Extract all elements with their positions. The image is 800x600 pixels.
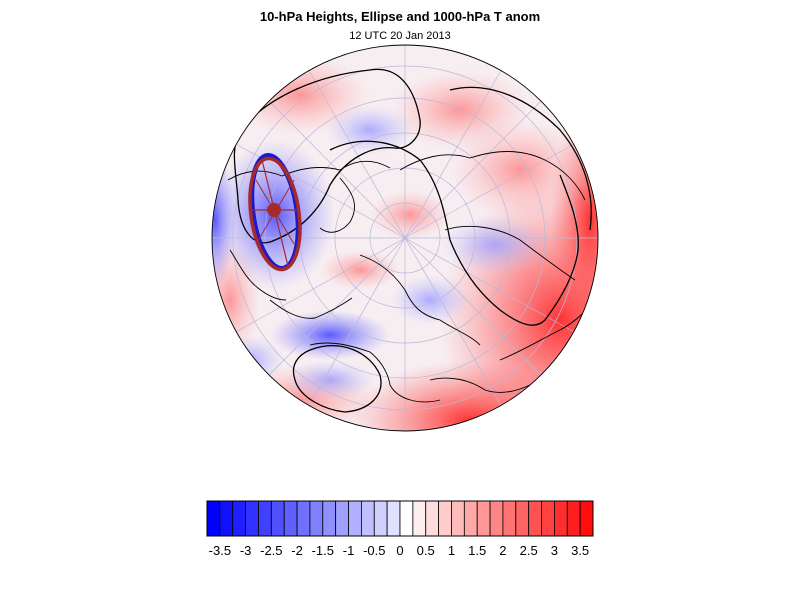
- colorbar-cell: [438, 500, 452, 537]
- colorbar-cell: [476, 500, 491, 537]
- colorbar-cell: [399, 500, 414, 537]
- colorbar-frame: [206, 500, 594, 537]
- colorbar-cell: [348, 500, 362, 537]
- colorbar-tick-label: -2.5: [260, 543, 283, 558]
- colorbar-cell: [360, 500, 375, 537]
- colorbar-cell: [463, 500, 478, 537]
- colorbar-tick-label: -3: [239, 543, 252, 558]
- colorbar-cell: [335, 500, 349, 537]
- colorbar-tick-label: 1.5: [468, 543, 487, 558]
- colorbar-tick-label: -0.5: [363, 543, 386, 558]
- colorbar-cell: [554, 500, 568, 537]
- colorbar-cell: [270, 500, 285, 537]
- colorbar-cell: [412, 500, 427, 537]
- colorbar-tick-label: 3: [550, 543, 559, 558]
- colorbar-cell: [425, 500, 440, 537]
- colorbar-cell: [245, 500, 259, 537]
- colorbar-cell: [566, 500, 581, 537]
- colorbar-cell: [283, 500, 298, 537]
- colorbar-tick-label: -3.5: [208, 543, 232, 558]
- colorbar-cell: [489, 500, 504, 537]
- colorbar-tick-label: 1: [447, 543, 456, 558]
- colorbar-cells: [206, 500, 594, 537]
- colorbar-tick-label: 2: [499, 543, 507, 558]
- colorbar-cell: [309, 500, 324, 537]
- colorbar-cell: [219, 500, 234, 537]
- vortex-ellipse: [248, 152, 302, 272]
- colorbar-cell: [528, 500, 542, 537]
- globe-outline: [211, 44, 599, 432]
- colorbar-cell: [515, 500, 530, 537]
- colorbar-tick-label: -1: [342, 543, 355, 558]
- colorbar-cell: [232, 500, 247, 537]
- colorbar-cell: [386, 500, 401, 537]
- colorbar-cell: [579, 500, 594, 537]
- colorbar-cell: [296, 500, 311, 537]
- colorbar-tick-label: -2: [291, 543, 303, 558]
- colorbar-tick-label: 0.5: [416, 543, 435, 558]
- colorbar-cell: [373, 500, 388, 537]
- colorbar-cell: [206, 500, 221, 537]
- chart-subtitle: 12 UTC 20 Jan 2013: [349, 30, 451, 42]
- colorbar-cell: [451, 500, 465, 537]
- colorbar-cell: [322, 500, 337, 537]
- colorbar-tick-label: -1.5: [311, 543, 334, 558]
- colorbar-cell: [502, 500, 517, 537]
- vortex-center-marker: [267, 203, 281, 217]
- colorbar-tick-label: 2.5: [519, 543, 538, 558]
- colorbar-tick-label: 3.5: [571, 543, 590, 558]
- colorbar-tick-label: 0: [396, 543, 404, 558]
- colorbar-cell: [541, 500, 555, 537]
- height-contours: [233, 68, 592, 413]
- chart-title: 10-hPa Heights, Ellipse and 1000-hPa T a…: [259, 9, 541, 24]
- colorbar-cell: [258, 500, 272, 537]
